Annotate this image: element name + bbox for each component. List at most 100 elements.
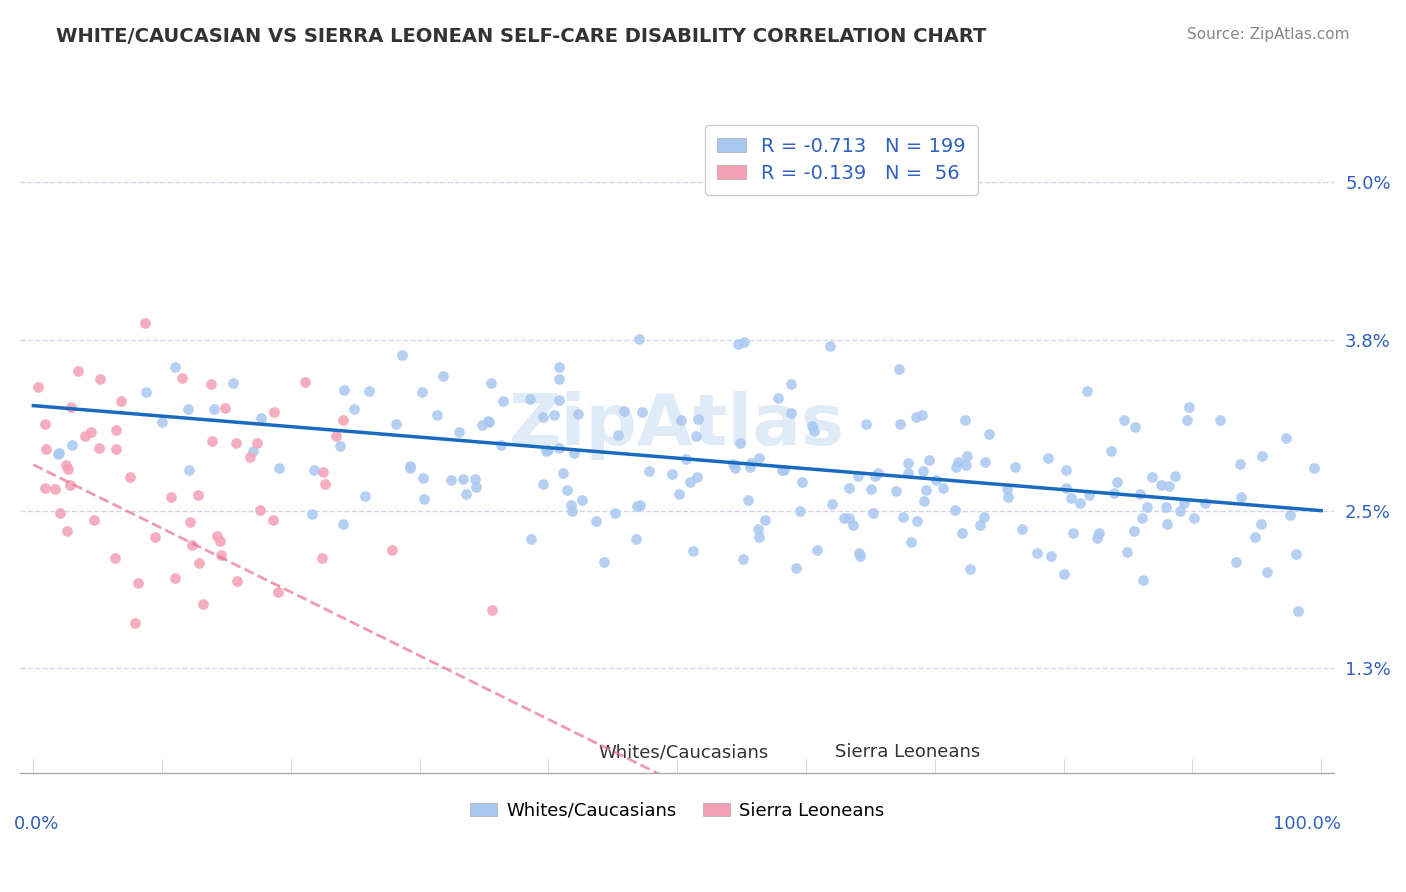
- Point: [489, 438, 512, 452]
- Point: [34, 481, 56, 495]
- Point: [48, 506, 70, 520]
- Point: [1279, 508, 1302, 522]
- Point: [1062, 526, 1084, 541]
- Point: [748, 530, 770, 544]
- Point: [226, 574, 249, 589]
- Point: [834, 511, 856, 525]
- Point: [932, 481, 955, 495]
- Point: [585, 515, 607, 529]
- Point: [202, 402, 225, 417]
- Point: [294, 375, 316, 389]
- Point: [479, 376, 502, 391]
- Point: [955, 458, 977, 473]
- Point: [1156, 517, 1178, 532]
- Point: [945, 460, 967, 475]
- Point: [973, 510, 995, 524]
- Point: [946, 454, 969, 468]
- Point: [89, 441, 111, 455]
- Point: [685, 429, 707, 443]
- Point: [567, 407, 589, 421]
- Point: [821, 497, 844, 511]
- Point: [548, 372, 571, 386]
- Point: [918, 452, 941, 467]
- Point: [143, 531, 166, 545]
- Point: [1229, 457, 1251, 471]
- Point: [1036, 450, 1059, 465]
- Point: [1004, 459, 1026, 474]
- Text: Whites/Caucasians: Whites/Caucasians: [599, 743, 769, 761]
- Point: [889, 361, 911, 376]
- Point: [789, 504, 811, 518]
- Point: [311, 551, 333, 566]
- Point: [179, 516, 201, 530]
- Point: [686, 469, 709, 483]
- Point: [89, 372, 111, 386]
- Point: [134, 316, 156, 330]
- Point: [897, 456, 920, 470]
- Point: [332, 516, 354, 531]
- Point: [1230, 491, 1253, 505]
- Point: [201, 434, 224, 448]
- Point: [411, 385, 433, 400]
- Point: [1168, 504, 1191, 518]
- Point: [889, 417, 911, 431]
- Point: [222, 376, 245, 391]
- Point: [200, 377, 222, 392]
- Point: [391, 348, 413, 362]
- Point: [1251, 449, 1274, 463]
- Point: [1154, 500, 1177, 514]
- Text: WHITE/CAUCASIAN VS SIERRA LEONEAN SELF-CARE DISABILITY CORRELATION CHART: WHITE/CAUCASIAN VS SIERRA LEONEAN SELF-C…: [56, 27, 987, 45]
- Point: [886, 483, 908, 498]
- Point: [412, 491, 434, 506]
- Point: [60, 438, 83, 452]
- Point: [571, 493, 593, 508]
- Point: [163, 359, 186, 374]
- Point: [412, 471, 434, 485]
- Point: [56, 524, 79, 538]
- Point: [193, 597, 215, 611]
- Point: [519, 392, 541, 406]
- Point: [1040, 549, 1063, 563]
- Point: [770, 463, 793, 477]
- Point: [1225, 555, 1247, 569]
- Point: [1114, 413, 1136, 427]
- Point: [547, 393, 569, 408]
- Point: [214, 401, 236, 415]
- Point: [1054, 463, 1077, 477]
- Point: [1208, 413, 1230, 427]
- Point: [560, 499, 582, 513]
- Point: [492, 394, 515, 409]
- Point: [592, 555, 614, 569]
- Point: [1123, 524, 1146, 538]
- Point: [1303, 461, 1326, 475]
- Point: [969, 518, 991, 533]
- Point: [245, 436, 267, 450]
- Point: [250, 411, 273, 425]
- Point: [451, 472, 474, 486]
- Point: [398, 461, 420, 475]
- Point: [58, 462, 80, 476]
- Point: [177, 401, 200, 416]
- Point: [721, 457, 744, 471]
- Point: [1250, 516, 1272, 531]
- Point: [239, 450, 262, 464]
- Point: [891, 509, 914, 524]
- Point: [626, 499, 648, 513]
- Point: [682, 543, 704, 558]
- Point: [737, 493, 759, 508]
- Point: [208, 534, 231, 549]
- Point: [1105, 475, 1128, 490]
- Point: [46, 447, 69, 461]
- Point: [626, 533, 648, 547]
- Point: [1136, 500, 1159, 515]
- Point: [181, 538, 204, 552]
- Point: [104, 423, 127, 437]
- Point: [838, 511, 860, 525]
- Point: [1026, 546, 1049, 560]
- Point: [104, 442, 127, 456]
- Point: [956, 449, 979, 463]
- Point: [1194, 495, 1216, 509]
- Point: [950, 525, 973, 540]
- Point: [780, 406, 803, 420]
- Point: [748, 450, 770, 465]
